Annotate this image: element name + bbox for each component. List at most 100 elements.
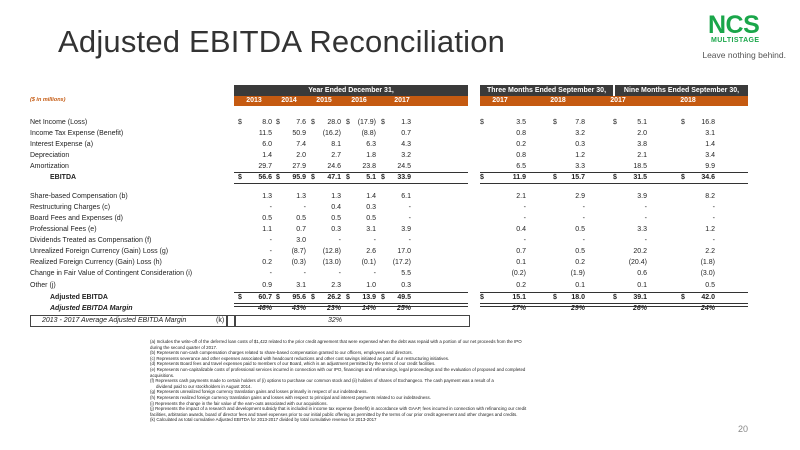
table-cell: -	[644, 204, 647, 211]
table-cell: 16.8	[701, 119, 715, 126]
table-cell: (17.9)	[357, 119, 376, 126]
table-cell: 3.9	[637, 193, 647, 200]
table-cell: 7.8	[575, 119, 585, 126]
table-cell: -	[523, 237, 526, 244]
column-header-3: 2016	[351, 97, 367, 104]
table-cell: 26.2	[327, 294, 341, 301]
average-row-box	[234, 315, 470, 327]
dollar-sign: $	[276, 294, 280, 301]
dollar-sign: $	[311, 119, 315, 126]
subtotal-rule	[234, 183, 468, 184]
row-label: Other (j)	[30, 282, 56, 289]
table-cell: 18.0	[571, 294, 585, 301]
table-cell: 4.3	[401, 141, 411, 148]
table-cell: 1.4	[262, 152, 272, 159]
average-row-box	[30, 315, 228, 327]
table-cell: 1.3	[262, 193, 272, 200]
dollar-sign: $	[681, 294, 685, 301]
table-cell: 0.3	[401, 282, 411, 289]
row-label: Unrealized Foreign Currency (Gain) Loss …	[30, 248, 169, 255]
table-cell: 3.1	[296, 282, 306, 289]
column-header-6: 2018	[550, 97, 566, 104]
table-cell: 46%	[257, 305, 272, 312]
table-cell: 0.5	[705, 282, 715, 289]
footnote-line: (g) Represents unrealized foreign curren…	[150, 389, 368, 395]
dollar-sign: $	[480, 119, 484, 126]
table-row: Dividends Treated as Compensation (f) - 3.…	[0, 235, 800, 246]
footnote-line: (e) Represents non-capitalizable costs o…	[150, 366, 526, 372]
table-cell: 27%	[511, 305, 526, 312]
table-cell: 23.8	[362, 163, 376, 170]
table-cell: 2.9	[575, 193, 585, 200]
table-cell: 7.4	[296, 141, 306, 148]
dollar-sign: $	[553, 294, 557, 301]
footnote-line: facilities, arbitration awards, board of…	[150, 411, 518, 417]
table-cell: 47.1	[327, 174, 341, 181]
footnote-line: (a) Includes the write-off of the deferr…	[150, 339, 522, 344]
row-label: Restructuring Charges (c)	[30, 204, 111, 211]
footnote-line: (h) Represents realized foreign currency…	[150, 394, 431, 400]
table-row: Share-based Compensation (b) 1.3 1.3 1.3 1.4…	[0, 191, 800, 202]
row-label: Share-based Compensation (b)	[30, 193, 128, 200]
table-cell: 0.1	[516, 259, 526, 266]
table-cell: 3.2	[575, 130, 585, 137]
dollar-sign: $	[553, 174, 557, 181]
footnotes: (a) Includes the write-off of the deferr…	[150, 339, 760, 423]
footnote-line: (i) Represents the change in the fair va…	[150, 400, 328, 406]
table-cell: 0.4	[331, 204, 341, 211]
table-cell: -	[712, 215, 715, 222]
table-cell: 8.0	[262, 119, 272, 126]
table-cell: -	[582, 237, 585, 244]
table-cell: (13.0)	[322, 259, 341, 266]
dollar-sign: $	[311, 174, 315, 181]
table-cell: 2.7	[331, 152, 341, 159]
table-cell: -	[269, 270, 272, 277]
table-row: Adjusted EBITDA Margin 46% 43% 23% 14% 25% 27%…	[0, 303, 800, 314]
row-label: Adjusted EBITDA Margin	[50, 305, 133, 312]
column-header-4: 2017	[394, 97, 410, 104]
units-label: ($ in millions)	[30, 97, 66, 103]
dollar-sign: $	[238, 119, 242, 126]
table-cell: 1.2	[575, 152, 585, 159]
table-cell: 25%	[396, 305, 411, 312]
average-margin-row: 2013 - 2017 Average Adjusted EBITDA Marg…	[0, 315, 800, 326]
footnote-line: (c) Represents severance and other expen…	[150, 355, 450, 361]
table-cell: (8.7)	[291, 248, 306, 255]
dollar-sign: $	[346, 119, 350, 126]
table-cell: 0.2	[516, 282, 526, 289]
table-cell: 0.3	[366, 204, 376, 211]
table-cell: 0.5	[262, 215, 272, 222]
dollar-sign: $	[276, 119, 280, 126]
dollar-sign: $	[613, 119, 617, 126]
table-cell: 0.5	[331, 215, 341, 222]
dollar-sign: $	[553, 119, 557, 126]
dollar-sign: $	[613, 294, 617, 301]
table-cell: (20.4)	[628, 259, 647, 266]
table-cell: 7.6	[296, 119, 306, 126]
table-row: Realized Foreign Currency (Gain) Loss (h…	[0, 257, 800, 268]
table-cell: 95.9	[292, 174, 306, 181]
table-cell: -	[373, 270, 376, 277]
table-cell: 8.1	[331, 141, 341, 148]
dollar-sign: $	[381, 174, 385, 181]
total-rule	[234, 292, 468, 293]
table-row: Amortization 29.7 27.9 24.6 23.8 24.5 6.5 3.3 18…	[0, 161, 800, 172]
table-cell: 1.4	[705, 141, 715, 148]
table-cell: 9.9	[705, 163, 715, 170]
table-cell: 17.0	[397, 248, 411, 255]
table-cell: 6.1	[401, 193, 411, 200]
table-row: Restructuring Charges (c) - - 0.4 0.3 - - - - -	[0, 202, 800, 213]
table-row: Interest Expense (a) 6.0 7.4 8.1 6.3 4.3 0.2 0.…	[0, 139, 800, 150]
table-cell: 20.2	[633, 248, 647, 255]
table-row: EBITDA $56.6 $95.9 $47.1 $5.1 $33.9 $11.9 $15.7…	[0, 172, 800, 183]
footnote-line: (k) Calculated as total cumulative Adjus…	[150, 417, 377, 423]
table-cell: -	[582, 204, 585, 211]
table-cell: 2.1	[637, 152, 647, 159]
table-cell: 0.7	[296, 226, 306, 233]
year-columns-bar: 2013 2014 2015 2016 2017	[234, 96, 468, 106]
table-cell: 31.5	[633, 174, 647, 181]
dollar-sign: $	[346, 294, 350, 301]
table-cell: -	[338, 270, 341, 277]
table-cell: 14%	[361, 305, 376, 312]
table-cell: -	[269, 237, 272, 244]
